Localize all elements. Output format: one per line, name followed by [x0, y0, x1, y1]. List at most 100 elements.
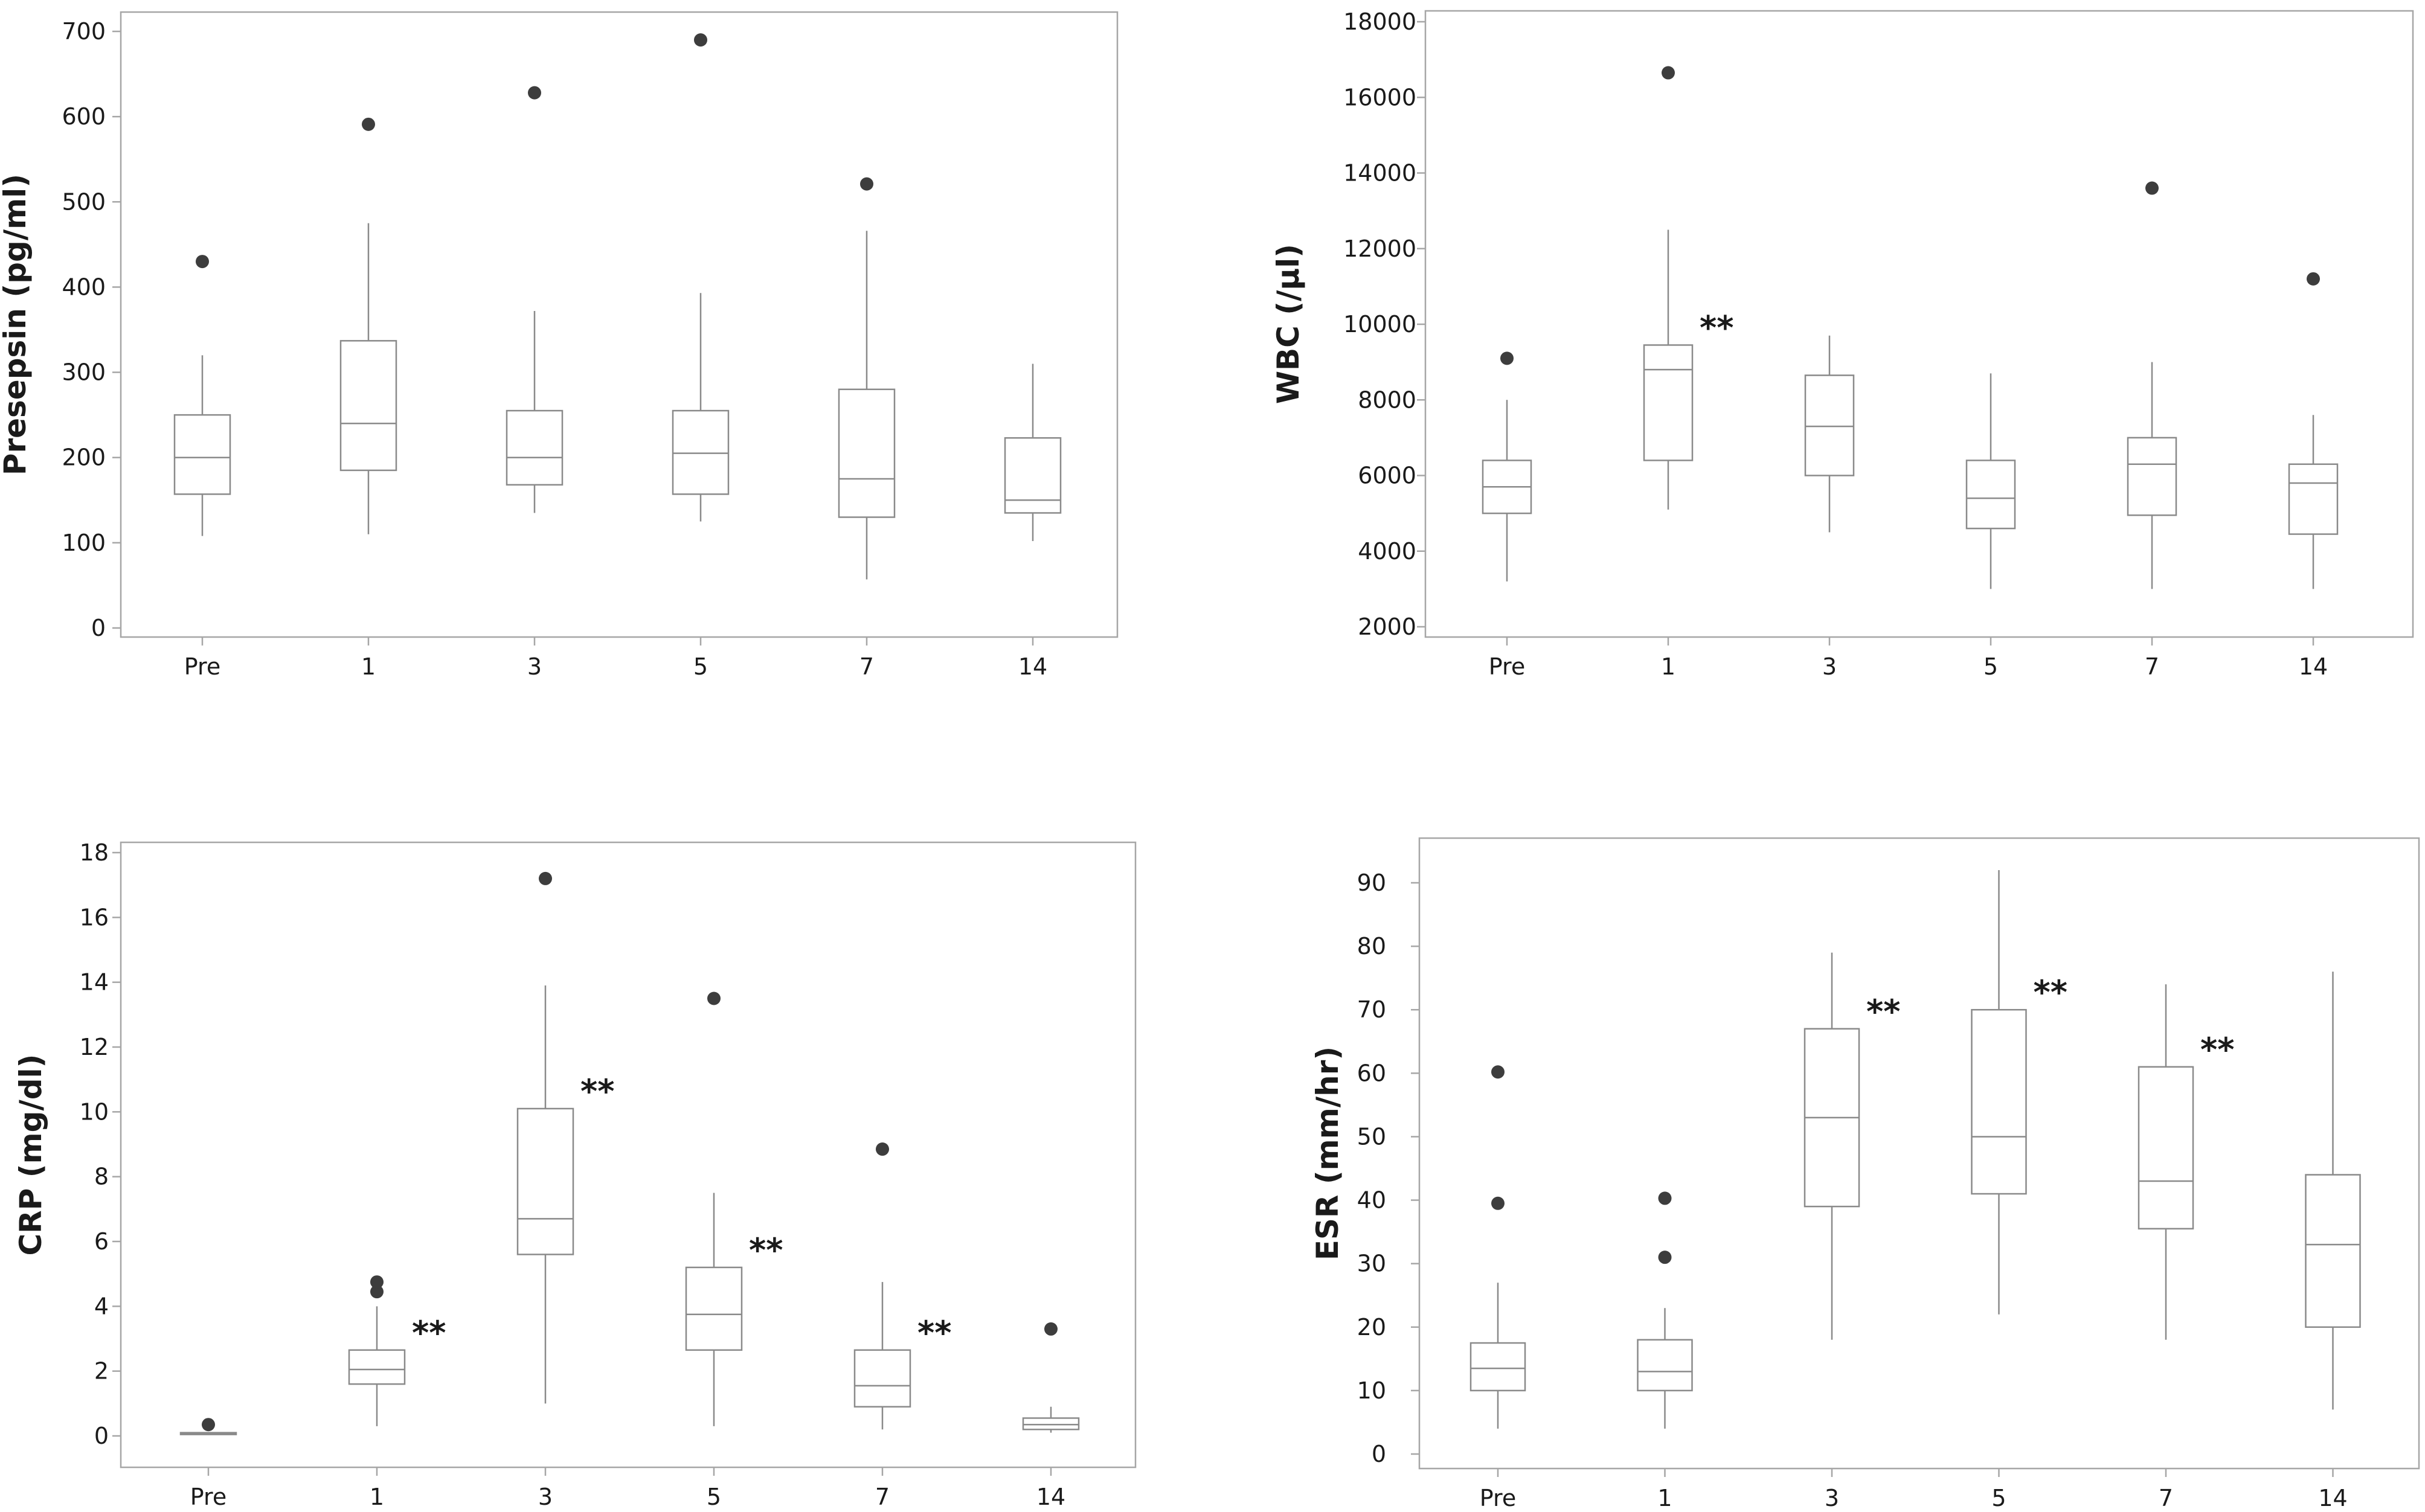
y-tick-label: 300 [62, 359, 106, 386]
panel-wbc: 2000 4000 6000 8000 10000 12000 14000 16000 1800… [1271, 8, 2414, 680]
y-tick-label: 2 [94, 1358, 109, 1385]
box-iqr [2138, 1066, 2194, 1230]
outlier-point [860, 177, 873, 191]
x-tick-label: 14 [2318, 1485, 2347, 1509]
x-tick-label: 14 [2299, 653, 2328, 680]
outlier-point [528, 86, 541, 100]
x-tick-label: 3 [527, 653, 542, 680]
box-iqr [516, 1107, 574, 1255]
outlier-point [694, 33, 707, 47]
significance-marker: ** [1866, 993, 1900, 1031]
outlier-point [362, 117, 375, 131]
box-iqr [348, 1349, 406, 1385]
box-iqr [1004, 437, 1062, 514]
outlier-point [2307, 272, 2320, 286]
outlier-point [1491, 1196, 1505, 1210]
x-tick-label: 7 [2145, 653, 2159, 680]
y-tick-label: 18 [80, 839, 109, 866]
y-tick-label: 200 [62, 444, 106, 471]
box-iqr [506, 409, 564, 486]
y-tick-label: 0 [94, 1423, 109, 1449]
x-tick-label: 7 [875, 1484, 890, 1509]
outlier-point [1044, 1322, 1058, 1336]
box-iqr [2305, 1174, 2361, 1328]
box-iqr [2288, 463, 2339, 535]
outlier-point [1658, 1251, 1672, 1264]
x-tick-label: 7 [2159, 1485, 2173, 1509]
y-tick-label: 90 [1357, 870, 1386, 896]
outlier-point [1658, 1191, 1672, 1205]
y-tick-label: 600 [62, 103, 106, 130]
y-tick-label: 4 [94, 1293, 109, 1319]
significance-marker: ** [749, 1231, 783, 1269]
outlier-point [707, 991, 721, 1005]
outlier-point [370, 1285, 384, 1299]
y-axis-label: ESR (mm/hr) [1310, 1046, 1345, 1261]
box-iqr [1971, 1008, 2027, 1195]
y-tick-label: 16000 [1343, 84, 1416, 111]
x-tick-label: 7 [859, 653, 874, 680]
box-iqr [173, 414, 231, 495]
outlier-point [370, 1275, 384, 1289]
outlier-point [196, 255, 209, 269]
x-tick-label: 1 [1661, 653, 1675, 680]
y-tick-label: 40 [1357, 1187, 1386, 1214]
y-tick-label: 14 [80, 969, 109, 996]
y-tick-label: 6000 [1358, 463, 1416, 489]
y-tick-label: 12000 [1343, 235, 1416, 262]
x-tick-label: Pre [190, 1484, 226, 1509]
box-iqr [672, 409, 730, 495]
y-tick-label: 60 [1357, 1060, 1386, 1086]
outlier-point [1662, 66, 1675, 80]
y-tick-label: 16 [80, 904, 109, 931]
box-iqr [853, 1349, 911, 1408]
box-iqr [1469, 1342, 1526, 1392]
x-tick-label: 1 [1657, 1485, 1672, 1509]
x-tick-label: 5 [707, 1484, 721, 1509]
x-tick-label: 5 [1983, 653, 1998, 680]
plot-frame [1418, 837, 2420, 1470]
y-tick-label: 10 [80, 1098, 109, 1125]
x-tick-label: 3 [538, 1484, 553, 1509]
x-tick-label: 1 [361, 653, 376, 680]
y-tick-label: 50 [1357, 1123, 1386, 1150]
box-iqr [685, 1266, 743, 1351]
box-iqr [1804, 374, 1855, 476]
y-tick-label: 100 [62, 530, 106, 556]
x-tick-label: 14 [1018, 653, 1047, 680]
outlier-point [539, 871, 552, 885]
outlier-point [1500, 351, 1514, 365]
significance-marker: ** [917, 1314, 951, 1352]
y-tick-label: 0 [91, 615, 106, 641]
x-tick-label: 1 [370, 1484, 384, 1509]
panel-esr: 0 10 20 30 40 50 60 70 80 90 ESR (mm/hr) Pre 1 3 5 7 14 *… [1310, 837, 2420, 1511]
outlier-point [202, 1418, 215, 1432]
plot-frame [120, 841, 1137, 1469]
box-iqr [838, 388, 896, 518]
y-axis-label: WBC (/µl) [1271, 244, 1306, 404]
significance-marker: ** [2200, 1031, 2234, 1069]
y-tick-label: 500 [62, 188, 106, 215]
panel-crp: 0 2 4 6 8 10 12 14 16 18 CRP (mg/dl) Pre 1 3 5 7 14 ** ** *… [13, 839, 1137, 1510]
y-tick-label: 12 [80, 1034, 109, 1060]
significance-marker: ** [580, 1072, 614, 1110]
y-tick-label: 20 [1357, 1314, 1386, 1341]
y-tick-label: 14000 [1343, 160, 1416, 187]
y-tick-label: 10000 [1343, 311, 1416, 338]
significance-marker: ** [2034, 973, 2067, 1011]
x-tick-label: 5 [693, 653, 708, 680]
y-tick-label: 30 [1357, 1251, 1386, 1277]
box-iqr [1965, 460, 2016, 530]
y-tick-label: 2000 [1358, 613, 1416, 640]
y-axis-label: CRP (mg/dl) [13, 1054, 48, 1255]
y-axis-label: Presepsin (pg/ml) [0, 174, 33, 475]
y-tick-label: 80 [1357, 933, 1386, 959]
y-tick-label: 6 [94, 1228, 109, 1255]
plot-frame [120, 11, 1119, 638]
outlier-point [876, 1142, 889, 1156]
significance-marker: ** [412, 1314, 446, 1352]
x-tick-label: 3 [1822, 653, 1837, 680]
panel-presepsin: 0 100 200 300 400 500 600 700 Presepsin (pg/ml) P… [0, 11, 1119, 680]
